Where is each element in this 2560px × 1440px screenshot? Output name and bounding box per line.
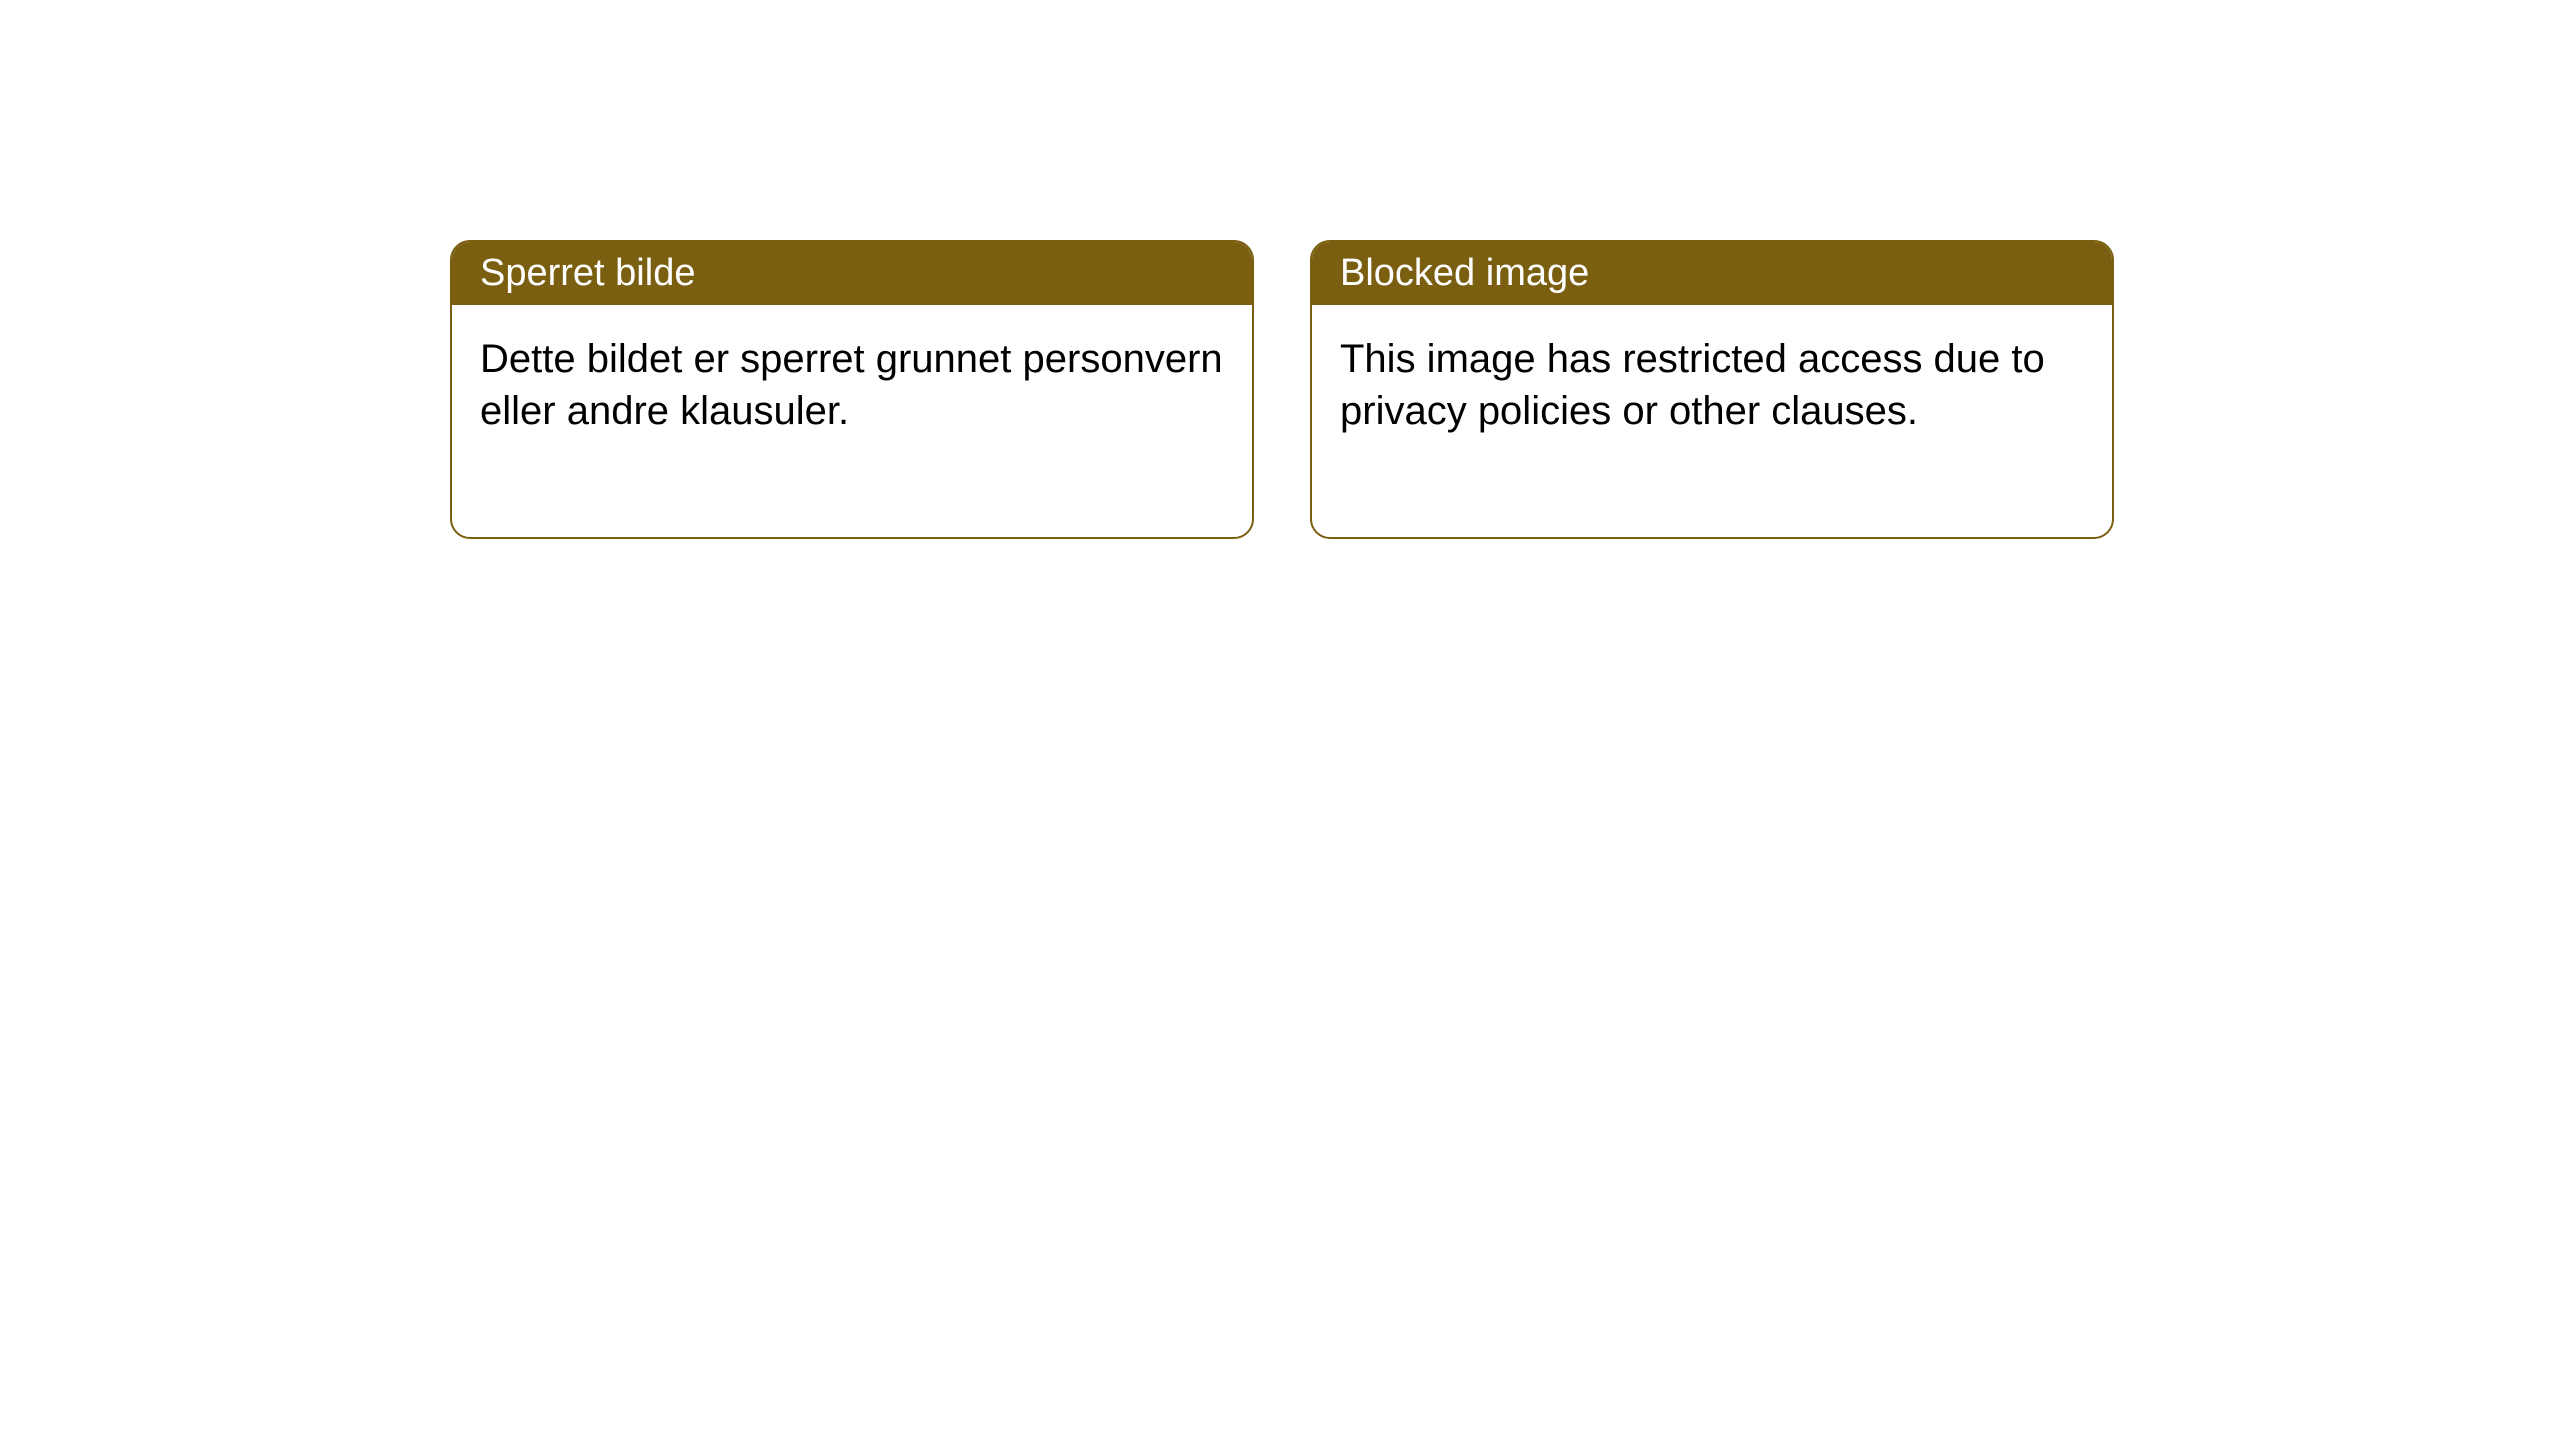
card-title: Blocked image [1340, 252, 1589, 294]
card-body-text: This image has restricted access due to … [1340, 337, 2045, 433]
card-header: Blocked image [1312, 242, 2112, 305]
blocked-image-card-no: Sperret bilde Dette bildet er sperret gr… [450, 240, 1254, 539]
card-title: Sperret bilde [480, 252, 695, 294]
blocked-image-card-en: Blocked image This image has restricted … [1310, 240, 2114, 539]
card-body: This image has restricted access due to … [1312, 305, 2112, 537]
card-body-text: Dette bildet er sperret grunnet personve… [480, 337, 1223, 433]
cards-container: Sperret bilde Dette bildet er sperret gr… [450, 240, 2114, 539]
card-body: Dette bildet er sperret grunnet personve… [452, 305, 1252, 537]
card-header: Sperret bilde [452, 242, 1252, 305]
